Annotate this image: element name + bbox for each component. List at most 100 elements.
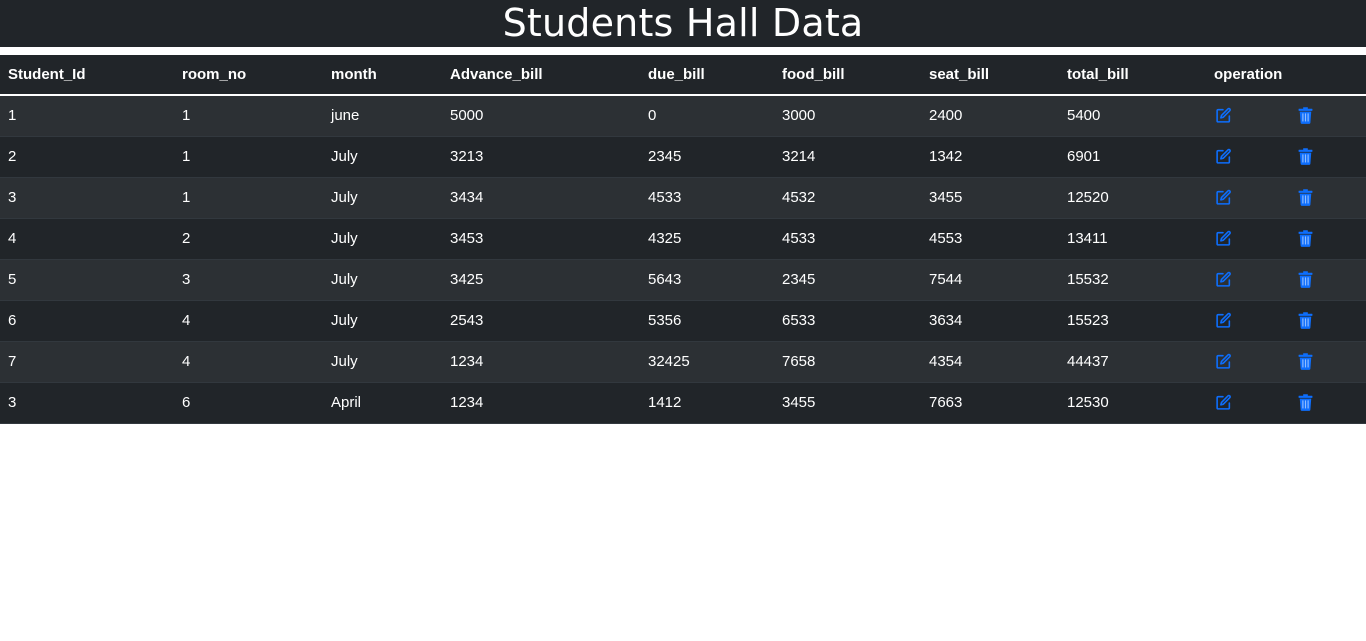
- header-month: month: [323, 55, 442, 96]
- table-row: 5 3 July 3425 5643 2345 7544 15532: [0, 259, 1366, 301]
- header-due-bill: due_bill: [640, 55, 774, 96]
- edit-button[interactable]: [1213, 229, 1233, 249]
- edit-button[interactable]: [1213, 188, 1233, 208]
- cell-seat-bill: 2400: [921, 95, 1059, 137]
- cell-seat-bill: 7663: [921, 382, 1059, 424]
- cell-seat-bill: 7544: [921, 259, 1059, 301]
- edit-button[interactable]: [1213, 106, 1233, 126]
- students-table-container: Student_Id room_no month Advance_bill du…: [0, 55, 1366, 424]
- cell-student-id: 1: [0, 95, 174, 137]
- cell-seat-bill: 3634: [921, 300, 1059, 342]
- trash-icon: [1298, 189, 1313, 206]
- edit-button[interactable]: [1213, 352, 1233, 372]
- cell-total-bill: 15523: [1059, 300, 1206, 342]
- cell-room-no: 3: [174, 259, 323, 301]
- cell-student-id: 6: [0, 300, 174, 342]
- delete-button[interactable]: [1295, 106, 1315, 126]
- cell-food-bill: 4533: [774, 218, 921, 260]
- edit-icon: [1215, 148, 1232, 165]
- cell-seat-bill: 1342: [921, 136, 1059, 178]
- cell-room-no: 1: [174, 177, 323, 219]
- header-student-id: Student_Id: [0, 55, 174, 96]
- cell-seat-bill: 4354: [921, 341, 1059, 383]
- cell-total-bill: 13411: [1059, 218, 1206, 260]
- table-row: 2 1 July 3213 2345 3214 1342 6901: [0, 136, 1366, 178]
- cell-operation: [1206, 300, 1366, 342]
- page-title: Students Hall Data: [502, 1, 864, 45]
- delete-button[interactable]: [1295, 147, 1315, 167]
- trash-icon: [1298, 107, 1313, 125]
- cell-food-bill: 4532: [774, 177, 921, 219]
- table-row: 7 4 July 1234 32425 7658 4354 44437: [0, 341, 1366, 383]
- cell-month: July: [323, 218, 442, 260]
- trash-icon: [1298, 148, 1313, 165]
- cell-student-id: 5: [0, 259, 174, 301]
- cell-month: July: [323, 300, 442, 342]
- delete-button[interactable]: [1295, 393, 1315, 413]
- cell-month: July: [323, 177, 442, 219]
- table-row: 4 2 July 3453 4325 4533 4553 13411: [0, 218, 1366, 260]
- cell-advance-bill: 3213: [442, 136, 640, 178]
- cell-advance-bill: 3434: [442, 177, 640, 219]
- cell-month: July: [323, 341, 442, 383]
- cell-room-no: 6: [174, 382, 323, 424]
- cell-seat-bill: 3455: [921, 177, 1059, 219]
- cell-room-no: 4: [174, 300, 323, 342]
- delete-button[interactable]: [1295, 352, 1315, 372]
- cell-student-id: 4: [0, 218, 174, 260]
- cell-total-bill: 12530: [1059, 382, 1206, 424]
- table-row: 6 4 July 2543 5356 6533 3634 15523: [0, 300, 1366, 342]
- table-row: 3 6 April 1234 1412 3455 7663 12530: [0, 382, 1366, 424]
- header-food-bill: food_bill: [774, 55, 921, 96]
- cell-advance-bill: 1234: [442, 382, 640, 424]
- cell-total-bill: 15532: [1059, 259, 1206, 301]
- cell-due-bill: 4325: [640, 218, 774, 260]
- header-operation: operation: [1206, 55, 1366, 96]
- cell-total-bill: 44437: [1059, 341, 1206, 383]
- page-header: Students Hall Data: [0, 0, 1366, 47]
- cell-operation: [1206, 218, 1366, 260]
- edit-button[interactable]: [1213, 311, 1233, 331]
- delete-button[interactable]: [1295, 270, 1315, 290]
- table-row: 1 1 june 5000 0 3000 2400 5400: [0, 95, 1366, 137]
- cell-total-bill: 5400: [1059, 95, 1206, 137]
- cell-month: April: [323, 382, 442, 424]
- edit-icon: [1215, 353, 1232, 370]
- edit-button[interactable]: [1213, 270, 1233, 290]
- delete-button[interactable]: [1295, 229, 1315, 249]
- cell-food-bill: 3455: [774, 382, 921, 424]
- cell-student-id: 7: [0, 341, 174, 383]
- cell-seat-bill: 4553: [921, 218, 1059, 260]
- cell-due-bill: 4533: [640, 177, 774, 219]
- trash-icon: [1298, 271, 1313, 288]
- delete-button[interactable]: [1295, 311, 1315, 331]
- cell-student-id: 3: [0, 177, 174, 219]
- cell-due-bill: 0: [640, 95, 774, 137]
- cell-due-bill: 32425: [640, 341, 774, 383]
- cell-total-bill: 12520: [1059, 177, 1206, 219]
- edit-icon: [1215, 230, 1232, 247]
- cell-operation: [1206, 259, 1366, 301]
- cell-student-id: 2: [0, 136, 174, 178]
- cell-food-bill: 7658: [774, 341, 921, 383]
- cell-room-no: 1: [174, 136, 323, 178]
- trash-icon: [1298, 312, 1313, 329]
- trash-icon: [1298, 353, 1313, 370]
- cell-due-bill: 5643: [640, 259, 774, 301]
- trash-icon: [1298, 230, 1313, 247]
- edit-button[interactable]: [1213, 147, 1233, 167]
- edit-button[interactable]: [1213, 393, 1233, 413]
- edit-icon: [1215, 312, 1232, 329]
- cell-advance-bill: 2543: [442, 300, 640, 342]
- cell-food-bill: 3214: [774, 136, 921, 178]
- cell-advance-bill: 1234: [442, 341, 640, 383]
- cell-food-bill: 2345: [774, 259, 921, 301]
- header-total-bill: total_bill: [1059, 55, 1206, 96]
- cell-month: July: [323, 259, 442, 301]
- cell-room-no: 1: [174, 95, 323, 137]
- edit-icon: [1215, 394, 1232, 411]
- cell-operation: [1206, 177, 1366, 219]
- cell-month: june: [323, 95, 442, 137]
- header-advance-bill: Advance_bill: [442, 55, 640, 96]
- delete-button[interactable]: [1295, 188, 1315, 208]
